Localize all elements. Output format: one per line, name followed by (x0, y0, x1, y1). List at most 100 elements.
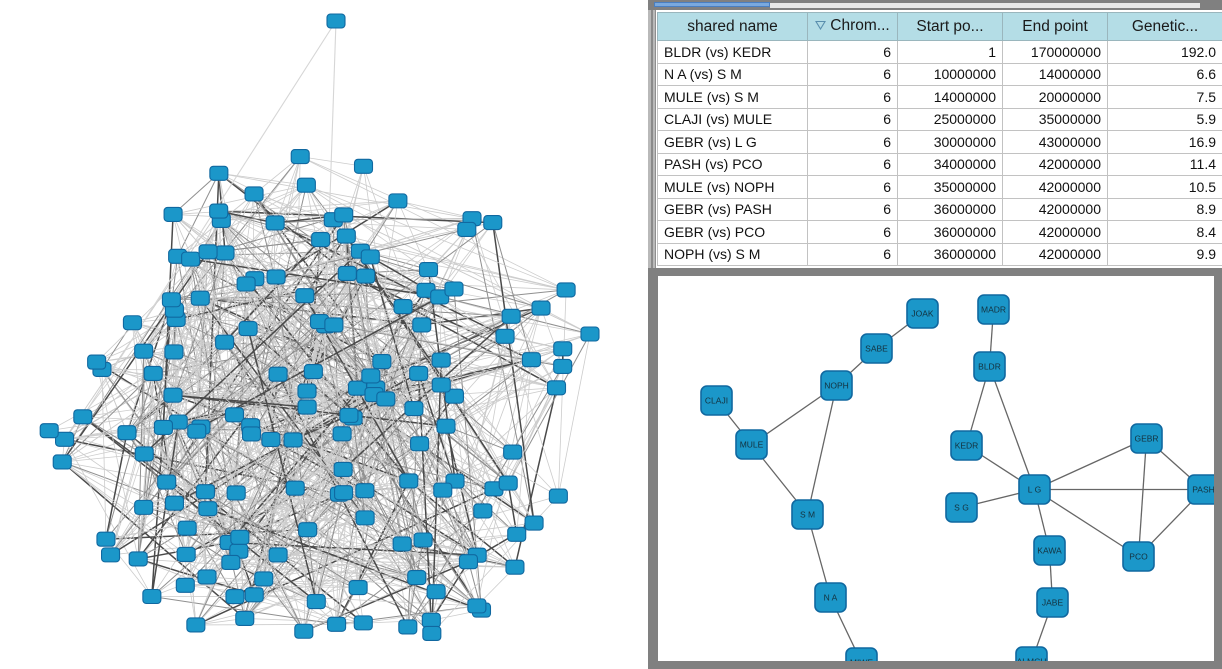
network-node[interactable] (553, 341, 573, 357)
node-shape[interactable] (973, 351, 1006, 382)
network-node[interactable] (353, 158, 374, 174)
network-node[interactable] (209, 165, 229, 181)
cell-end-point[interactable]: 42000000 (1002, 242, 1108, 266)
network-node[interactable] (355, 510, 375, 526)
cell-shared-name[interactable]: BLDR (vs) KEDR (657, 40, 808, 64)
cell-shared-name[interactable]: GEBR (vs) PASH (657, 197, 808, 221)
network-node[interactable] (473, 503, 493, 519)
cell-shared-name[interactable]: GEBR (vs) PCO (657, 220, 808, 244)
network-node[interactable] (505, 559, 525, 575)
network-node[interactable] (225, 589, 245, 605)
column-header-start-point[interactable]: Start po... (897, 12, 1003, 41)
cell-start-point[interactable]: 34000000 (897, 152, 1003, 176)
cell-start-point[interactable]: 36000000 (897, 220, 1003, 244)
network-node[interactable] (348, 579, 368, 596)
network-node-madr[interactable]: MADR (977, 294, 1010, 325)
network-node[interactable] (235, 610, 255, 627)
network-node[interactable] (238, 321, 258, 337)
cell-start-point[interactable]: 30000000 (897, 130, 1003, 154)
network-node[interactable] (39, 423, 59, 439)
network-node[interactable] (122, 315, 142, 331)
network-edge[interactable] (1034, 437, 1147, 491)
cell-chromosome[interactable]: 6 (807, 40, 898, 64)
network-node[interactable] (224, 407, 245, 423)
network-node[interactable] (410, 436, 430, 452)
network-node-sm[interactable]: S M (791, 499, 824, 530)
network-node-noph[interactable]: NOPH (820, 370, 853, 401)
cell-genetic[interactable]: 10.5 (1107, 175, 1222, 199)
small-network-svg[interactable]: JOAK MADR SABE BLDR NOPH CLAJI GEBR KEDR MULE L G… (658, 276, 1214, 661)
column-header-shared-name[interactable]: shared name (657, 12, 808, 41)
network-node[interactable] (311, 232, 331, 248)
network-edge[interactable] (988, 366, 1036, 490)
cell-shared-name[interactable]: MULE (vs) NOPH (657, 175, 808, 199)
table-row[interactable]: GEBR (vs) PCO 6 36000000 42000000 8.4 (657, 220, 1222, 244)
node-shape[interactable] (700, 385, 733, 416)
table-row[interactable]: BLDR (vs) KEDR 6 1 170000000 192.0 (657, 40, 1222, 64)
network-node[interactable] (444, 388, 464, 404)
network-node[interactable] (413, 532, 433, 548)
cell-genetic[interactable]: 8.9 (1107, 197, 1222, 221)
network-node[interactable] (398, 619, 418, 635)
network-edge[interactable] (1034, 488, 1139, 558)
network-node[interactable] (176, 546, 196, 562)
network-node-pash[interactable]: PASH (1187, 474, 1214, 505)
node-shape[interactable] (906, 298, 939, 329)
network-node-almch[interactable]: ALMCH (1015, 646, 1048, 661)
network-node[interactable] (297, 383, 317, 399)
network-node[interactable] (422, 625, 442, 642)
edge-attribute-table[interactable]: shared name Chrom... Start po... End poi… (657, 12, 1222, 266)
network-node[interactable] (87, 354, 107, 370)
network-node-miwe[interactable]: MIWE (845, 647, 878, 661)
small-network-canvas[interactable]: JOAK MADR SABE BLDR NOPH CLAJI GEBR KEDR MULE L G… (658, 276, 1214, 661)
cell-end-point[interactable]: 35000000 (1002, 107, 1108, 131)
cell-genetic[interactable]: 192.0 (1107, 40, 1222, 64)
network-node[interactable] (153, 419, 173, 435)
cell-shared-name[interactable]: MULE (vs) S M (657, 85, 808, 109)
network-node[interactable] (426, 584, 446, 600)
network-node[interactable] (372, 354, 392, 370)
large-network-graph-panel[interactable] (0, 0, 648, 669)
cell-end-point[interactable]: 20000000 (1002, 85, 1108, 109)
network-edge[interactable] (1137, 438, 1148, 557)
network-node[interactable] (266, 269, 286, 285)
network-node[interactable] (254, 571, 274, 587)
network-node-bldr[interactable]: BLDR (973, 351, 1006, 382)
cell-end-point[interactable]: 42000000 (1002, 152, 1108, 176)
network-node[interactable] (339, 407, 359, 423)
network-node[interactable] (226, 485, 246, 501)
network-node[interactable] (433, 482, 453, 498)
network-node[interactable] (507, 526, 527, 542)
network-node-gebr[interactable]: GEBR (1130, 423, 1163, 454)
cell-start-point[interactable]: 25000000 (897, 107, 1003, 131)
node-shape[interactable] (791, 499, 824, 530)
cell-shared-name[interactable]: N A (vs) S M (657, 62, 808, 86)
node-shape[interactable] (1036, 587, 1069, 618)
node-shape[interactable] (814, 582, 847, 613)
cell-genetic[interactable]: 8.4 (1107, 220, 1222, 244)
node-shape[interactable] (945, 492, 978, 523)
network-node[interactable] (134, 499, 154, 515)
network-node[interactable] (360, 249, 380, 265)
table-row[interactable]: GEBR (vs) PASH 6 36000000 42000000 8.9 (657, 197, 1222, 221)
node-shape[interactable] (845, 647, 878, 661)
network-node[interactable] (195, 484, 216, 500)
node-shape[interactable] (1018, 474, 1051, 505)
network-node[interactable] (285, 480, 305, 496)
cell-genetic[interactable]: 5.9 (1107, 107, 1222, 131)
network-node[interactable] (531, 300, 551, 316)
cell-genetic[interactable]: 16.9 (1107, 130, 1222, 154)
network-node-jabe[interactable]: JABE (1036, 587, 1069, 618)
table-row[interactable]: N A (vs) S M 6 10000000 14000000 6.6 (657, 62, 1222, 86)
cell-end-point[interactable]: 42000000 (1002, 197, 1108, 221)
column-header-genetic[interactable]: Genetic... (1107, 12, 1222, 41)
network-node[interactable] (498, 475, 518, 491)
network-node[interactable] (361, 368, 381, 384)
network-node[interactable] (483, 215, 503, 231)
node-shape[interactable] (1122, 541, 1155, 572)
network-node[interactable] (100, 547, 121, 563)
network-node[interactable] (327, 616, 347, 632)
cell-end-point[interactable]: 42000000 (1002, 220, 1108, 244)
network-node-kawa[interactable]: KAWA (1033, 535, 1066, 566)
network-node[interactable] (404, 400, 424, 417)
